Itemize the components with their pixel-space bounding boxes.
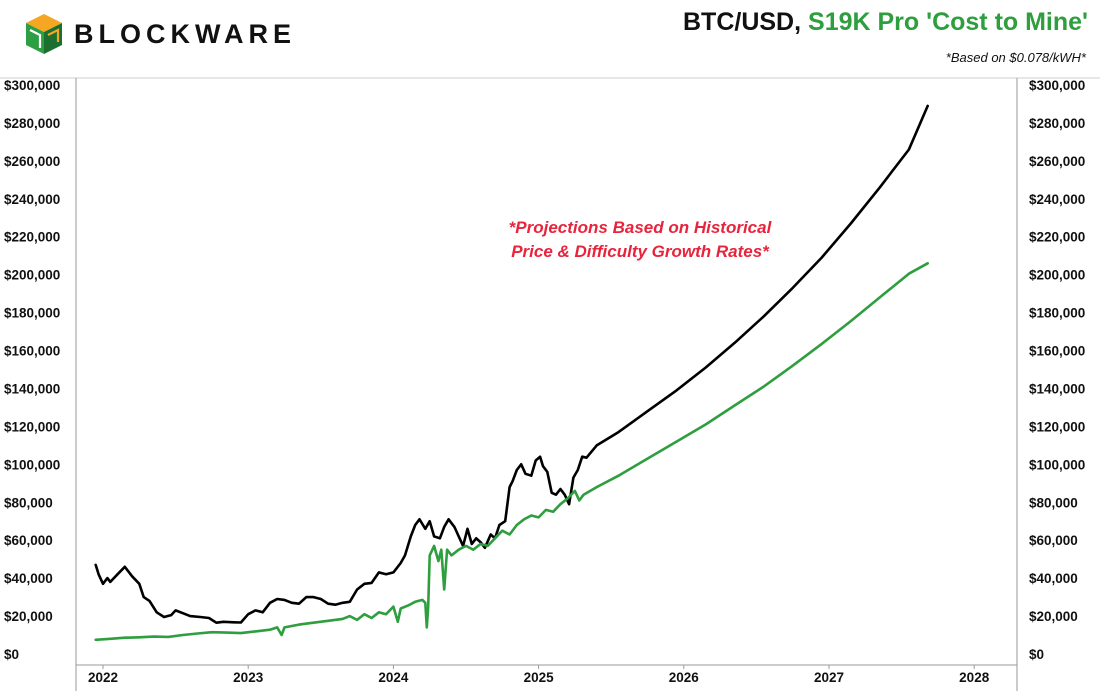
title-part1: BTC/USD	[683, 8, 795, 36]
y-tick-label-right: $200,000	[1029, 268, 1085, 283]
y-tick-label-right: $180,000	[1029, 306, 1085, 321]
x-tick-label: 2022	[88, 670, 118, 685]
title-part2: S19K Pro 'Cost to Mine'	[808, 8, 1088, 36]
y-tick-label-left: $240,000	[4, 192, 60, 207]
y-tick-label-right: $120,000	[1029, 419, 1085, 434]
y-tick-label-right: $60,000	[1029, 533, 1078, 548]
y-tick-label-right: $140,000	[1029, 381, 1085, 396]
y-tick-label-left: $20,000	[4, 609, 53, 624]
y-tick-label-left: $80,000	[4, 495, 53, 510]
projection-annotation-line: Price & Difficulty Growth Rates*	[511, 242, 770, 261]
x-tick-label: 2024	[378, 670, 409, 685]
y-tick-label-right: $240,000	[1029, 192, 1085, 207]
y-tick-label-left: $220,000	[4, 230, 60, 245]
y-tick-label-left: $180,000	[4, 306, 60, 321]
y-tick-label-right: $300,000	[1029, 78, 1085, 93]
x-tick-label: 2027	[814, 670, 844, 685]
y-tick-label-left: $120,000	[4, 419, 60, 434]
x-tick-label: 2025	[524, 670, 555, 685]
y-tick-label-left: $280,000	[4, 116, 60, 131]
header: BLOCKWARE BTC/USD, S19K Pro 'Cost to Min…	[0, 0, 1100, 76]
y-tick-label-right: $280,000	[1029, 116, 1085, 131]
y-tick-label-left: $260,000	[4, 154, 60, 169]
y-tick-label-right: $80,000	[1029, 495, 1078, 510]
y-tick-label-left: $60,000	[4, 533, 53, 548]
y-tick-label-left: $0	[4, 647, 19, 662]
cost-series-line	[94, 262, 929, 642]
price-series-line	[94, 104, 929, 624]
stacked-cubes-logo-icon	[26, 14, 62, 54]
x-tick-label: 2023	[233, 670, 264, 685]
y-tick-label-left: $100,000	[4, 457, 60, 472]
y-tick-label-left: $140,000	[4, 381, 60, 396]
y-tick-label-right: $100,000	[1029, 457, 1085, 472]
y-tick-label-left: $300,000	[4, 78, 60, 93]
y-tick-label-right: $0	[1029, 647, 1044, 662]
y-tick-label-left: $200,000	[4, 268, 60, 283]
y-tick-label-right: $260,000	[1029, 154, 1085, 169]
chart-subtitle: *Based on $0.078/kWH*	[945, 50, 1086, 65]
y-tick-label-right: $160,000	[1029, 344, 1085, 359]
y-tick-label-right: $220,000	[1029, 230, 1085, 245]
y-tick-label-left: $40,000	[4, 571, 53, 586]
chart-title: BTC/USD, S19K Pro 'Cost to Mine'	[683, 8, 1088, 37]
y-tick-label-left: $160,000	[4, 344, 60, 359]
projection-annotation-line: *Projections Based on Historical	[509, 218, 773, 237]
x-tick-label: 2028	[959, 670, 990, 685]
x-tick-label: 2026	[669, 670, 700, 685]
brand-name: BLOCKWARE	[74, 19, 296, 49]
y-tick-label-right: $20,000	[1029, 609, 1078, 624]
y-tick-label-right: $40,000	[1029, 571, 1078, 586]
title-separator: ,	[794, 8, 802, 36]
